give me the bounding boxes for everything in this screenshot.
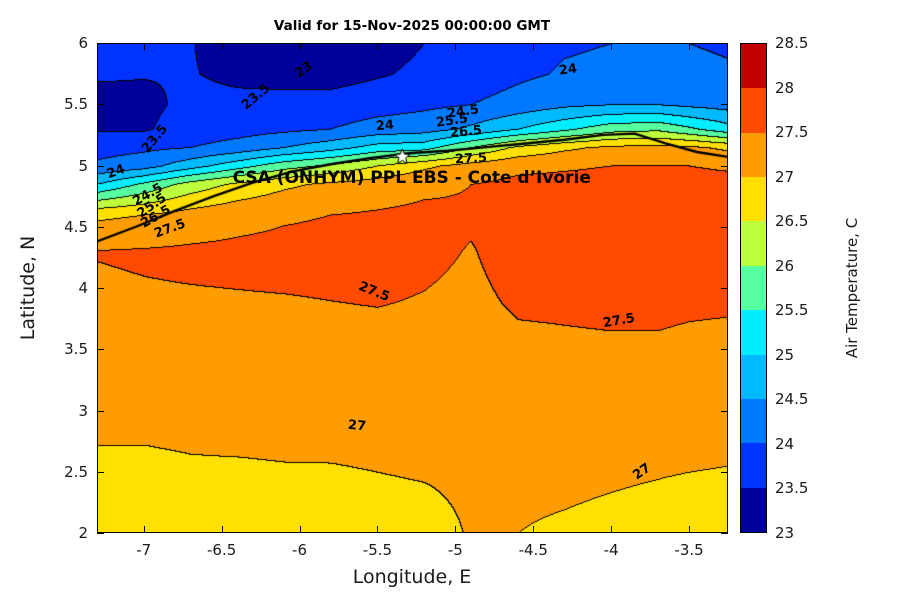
y-tick-label: 4.5 — [64, 217, 88, 236]
y-axis-tick — [97, 43, 104, 44]
y-axis-tick — [721, 226, 728, 228]
y-axis-tick — [97, 533, 104, 534]
x-axis-tick — [221, 526, 223, 533]
colorbar-band — [741, 310, 766, 355]
colorbar-tick-label: 26.5 — [775, 212, 809, 231]
colorbar-tick-label: 24 — [775, 434, 795, 453]
y-axis-tick — [721, 410, 728, 412]
colorbar-tick-label: 25.5 — [775, 301, 809, 320]
colorbar-band — [741, 487, 766, 532]
y-tick-label: 5 — [78, 156, 88, 175]
colorbar-band — [741, 443, 766, 488]
colorbar-band — [741, 398, 766, 444]
x-axis-tick — [143, 43, 145, 50]
y-axis-tick — [97, 226, 104, 228]
x-axis-tick — [611, 43, 613, 50]
colorbar-tick-label: 28.5 — [775, 34, 809, 52]
y-axis-tick — [721, 288, 728, 289]
x-axis-tick — [377, 43, 379, 50]
x-tick-label: -7 — [136, 541, 152, 559]
colorbar-tick-label: 23.5 — [775, 479, 809, 498]
y-tick-label: 6 — [78, 34, 88, 52]
y-axis-tick — [97, 104, 104, 106]
y-tick-label: 2.5 — [64, 462, 88, 481]
x-axis-tick — [533, 526, 535, 533]
x-axis-tick — [455, 526, 457, 533]
x-axis-label: Longitude, E — [352, 566, 472, 588]
y-axis-tick — [721, 104, 728, 106]
x-tick-label: -6 — [292, 541, 308, 559]
colorbar-tick-label: 26 — [775, 256, 795, 275]
plot-area: 23 23.5 23.5 24 24.5 24 25.5 26.5 27.5 24 24.5 25.5… — [97, 43, 728, 533]
colorbar-band — [741, 265, 766, 311]
x-tick-label: -6.5 — [207, 541, 237, 559]
x-axis-tick — [455, 43, 457, 50]
x-axis-tick — [533, 43, 535, 50]
y-axis-tick — [721, 349, 728, 351]
colorbar — [740, 43, 767, 533]
colorbar-tick-label: 24.5 — [775, 390, 809, 409]
y-axis-label: Latitude, N — [17, 235, 39, 341]
colorbar-tick-label: 23 — [775, 524, 795, 542]
y-axis-tick — [97, 349, 104, 351]
contour-canvas — [97, 43, 728, 533]
x-axis-tick — [611, 526, 613, 533]
colorbar-tick-label: 25 — [775, 345, 795, 364]
x-tick-label: -5.5 — [362, 541, 393, 559]
colorbar-tick-label: 27 — [775, 167, 795, 186]
colorbar-band — [741, 221, 766, 266]
x-axis-tick — [143, 526, 145, 533]
x-tick-label: -3.5 — [674, 541, 704, 559]
y-tick-label: 2 — [78, 524, 88, 542]
y-tick-label: 3 — [78, 401, 88, 420]
y-axis-tick — [97, 471, 104, 473]
colorbar-tick-label: 27.5 — [775, 123, 809, 142]
x-axis-tick — [689, 526, 691, 533]
y-tick-label: 4 — [78, 279, 88, 297]
y-axis-tick — [97, 288, 104, 289]
x-axis-tick — [689, 43, 691, 50]
x-axis-tick — [377, 526, 379, 533]
y-tick-label: 5.5 — [64, 95, 88, 114]
colorbar-band — [741, 132, 766, 178]
colorbar-tick-label: 28 — [775, 78, 795, 97]
colorbar-band — [741, 354, 766, 399]
annotation-text: CSA (ONHYM) PPL EBS - Cote d’Ivorie — [232, 167, 591, 188]
y-axis-tick — [721, 471, 728, 473]
colorbar-band — [741, 177, 766, 222]
x-axis-tick — [221, 43, 223, 50]
y-axis-tick — [97, 410, 104, 412]
colorbar-title: Air Temperature, C — [843, 217, 861, 359]
y-tick-label: 3.5 — [64, 340, 88, 359]
colorbar-band — [741, 88, 766, 133]
y-axis-tick — [721, 533, 728, 534]
y-axis-tick — [721, 165, 728, 167]
x-tick-label: -5 — [447, 541, 463, 559]
colorbar-band — [741, 44, 766, 89]
x-tick-label: -4.5 — [518, 541, 548, 559]
x-axis-tick — [299, 526, 301, 533]
plot-title: Valid for 15-Nov-2025 00:00:00 GMT — [273, 18, 551, 34]
x-tick-label: -4 — [603, 541, 619, 559]
y-axis-tick — [721, 43, 728, 44]
y-axis-tick — [97, 165, 104, 167]
x-axis-tick — [299, 43, 301, 50]
